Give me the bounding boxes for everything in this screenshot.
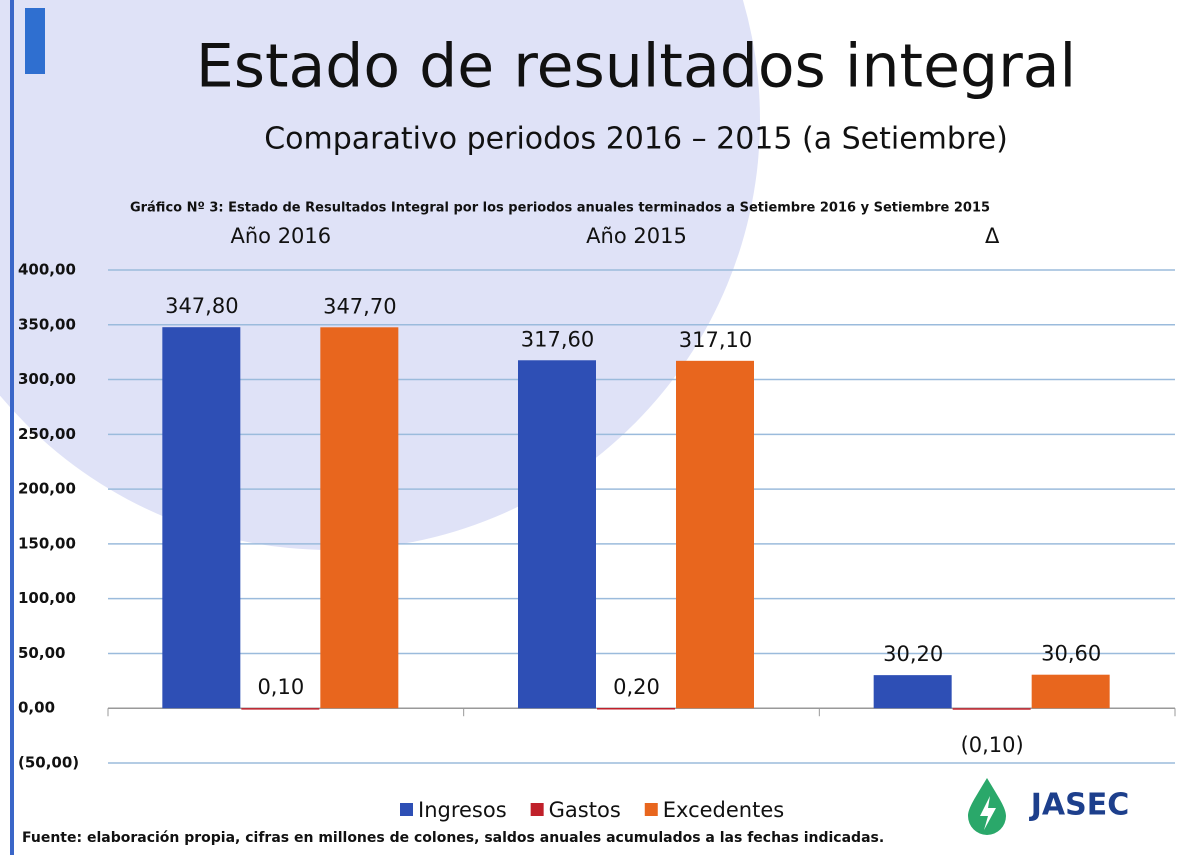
plot-area: (50,00) 0,00 50,00 100,00 150,00 200,00 250,00… (18, 224, 1176, 822)
y-tick-label: 250,00 (18, 425, 76, 443)
bar (1031, 674, 1110, 709)
footnote: Fuente: elaboración propia, cifras en mi… (22, 830, 884, 846)
value-label: 0,10 (257, 675, 304, 699)
value-label: 30,20 (883, 642, 943, 666)
legend-swatch (530, 803, 544, 816)
y-tick-label: 0,00 (18, 699, 55, 717)
y-tick-label: (50,00) (18, 754, 79, 772)
chart-caption: Gráfico Nº 3: Estado de Resultados Integ… (130, 201, 990, 216)
value-label: 0,20 (613, 675, 660, 699)
value-label: 347,70 (323, 294, 396, 318)
value-label: (0,10) (961, 733, 1024, 757)
legend-swatch (644, 803, 658, 816)
value-label: 30,60 (1041, 642, 1101, 666)
category-label: Δ (985, 224, 1000, 248)
legend-swatch (400, 803, 413, 816)
y-tick-label: 50,00 (18, 644, 65, 662)
y-tick-label: 350,00 (18, 315, 76, 333)
bar (873, 675, 952, 709)
y-tick-label: 400,00 (18, 261, 76, 279)
chart-subtitle: Comparativo periodos 2016 – 2015 (a Seti… (264, 122, 1008, 157)
bar (241, 708, 320, 710)
y-tick-label: 300,00 (18, 370, 76, 388)
y-tick-label: 100,00 (18, 589, 76, 607)
category-label: Año 2016 (231, 224, 332, 248)
bar (518, 360, 596, 709)
value-label: 317,10 (679, 328, 752, 352)
bar (320, 327, 399, 709)
legend-label: Gastos (549, 798, 621, 822)
legend-label: Excedentes (663, 798, 784, 822)
legend-label: Ingresos (418, 798, 507, 822)
bar (952, 708, 1031, 710)
bar (597, 708, 675, 710)
logo-bolt (980, 796, 996, 830)
value-label: 317,60 (521, 327, 594, 351)
value-label: 347,80 (165, 294, 238, 318)
edge-bar (10, 0, 14, 855)
accent-block (25, 8, 45, 74)
logo-text: JASEC (1029, 788, 1130, 823)
bar (676, 360, 754, 709)
bar (162, 327, 241, 709)
y-tick-label: 200,00 (18, 480, 76, 498)
category-label: Año 2015 (586, 224, 687, 248)
y-tick-label: 150,00 (18, 534, 76, 552)
chart-title: Estado de resultados integral (196, 32, 1076, 102)
